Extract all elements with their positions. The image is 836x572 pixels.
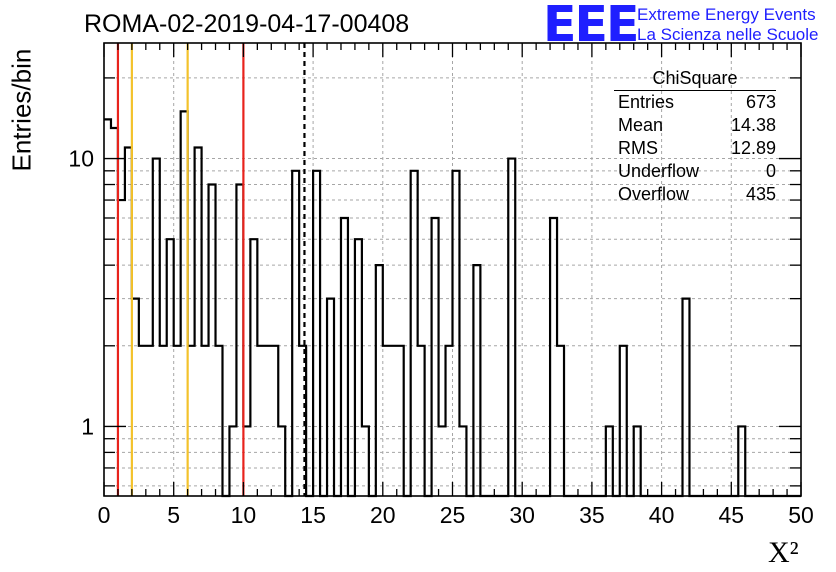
x-tick-label: 25	[440, 502, 466, 528]
logo-line-2: La Scienza nelle Scuole	[637, 25, 819, 44]
stats-label: Entries	[618, 92, 675, 112]
stats-title: ChiSquare	[614, 68, 776, 91]
y-tick-label: 1	[81, 413, 94, 439]
histogram-bin	[146, 346, 153, 496]
stats-row-rms: RMS 12.89	[610, 137, 780, 160]
histogram-bin	[160, 346, 167, 496]
x-tick-label: 30	[509, 502, 535, 528]
stats-label: Underflow	[618, 161, 700, 181]
stats-label: Overflow	[618, 184, 690, 204]
x-axis-label: X²	[768, 536, 799, 569]
x-tick-label: 15	[300, 502, 326, 528]
stats-label: RMS	[618, 138, 658, 158]
x-tick-label: 50	[788, 502, 814, 528]
x-tick-label: 0	[98, 502, 111, 528]
histogram-bin	[139, 346, 146, 496]
histogram-bin	[104, 119, 111, 496]
histogram-bin	[257, 346, 264, 496]
stats-value: 12.89	[730, 138, 776, 158]
stats-value: 14.38	[730, 115, 776, 135]
x-tick-label: 35	[579, 502, 605, 528]
stats-box: ChiSquare Entries 673 Mean 14.38 RMS 12.…	[610, 68, 780, 206]
histogram-bin	[264, 346, 271, 496]
stats-value: 435	[745, 184, 776, 204]
stats-row-underflow: Underflow 0	[610, 160, 780, 183]
stats-label: Mean	[618, 115, 664, 135]
histogram-bin	[390, 346, 397, 496]
stats-row-overflow: Overflow 435	[610, 183, 780, 206]
stats-row-entries: Entries 673	[610, 91, 780, 114]
y-tick-label: 10	[68, 146, 94, 172]
x-tick-label: 10	[231, 502, 257, 528]
stats-value: 0	[765, 161, 776, 181]
x-tick-label: 20	[370, 502, 396, 528]
run-title: ROMA-02-2019-04-17-00408	[84, 10, 410, 38]
y-axis-label: Entries/bin	[6, 48, 37, 172]
x-tick-label: 45	[719, 502, 745, 528]
histogram-bin	[174, 346, 181, 496]
histogram-bin	[202, 346, 209, 496]
histogram-bin	[383, 346, 390, 496]
stats-row-mean: Mean 14.38	[610, 114, 780, 137]
stats-value: 673	[745, 92, 776, 112]
x-tick-label: 5	[167, 502, 180, 528]
x-tick-label: 40	[649, 502, 675, 528]
eee-logo: EEE	[543, 0, 639, 53]
logo-line-1: Extreme Energy Events	[637, 5, 816, 24]
